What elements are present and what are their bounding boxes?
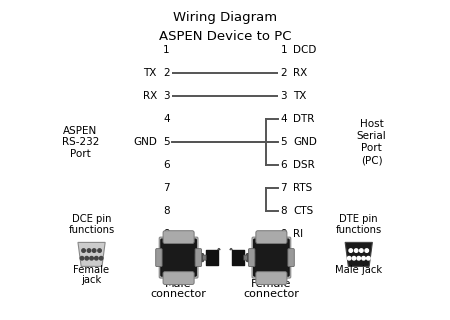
Text: functions: functions <box>336 225 382 235</box>
FancyBboxPatch shape <box>254 239 289 276</box>
Text: Female: Female <box>251 279 292 289</box>
Text: RX: RX <box>293 68 307 78</box>
FancyBboxPatch shape <box>256 231 287 244</box>
Text: 9: 9 <box>280 229 287 239</box>
Text: DCE pin: DCE pin <box>72 214 111 224</box>
Polygon shape <box>345 243 372 266</box>
Circle shape <box>82 249 86 252</box>
Circle shape <box>99 257 103 260</box>
Circle shape <box>349 249 352 252</box>
Circle shape <box>87 249 91 252</box>
Circle shape <box>85 257 89 260</box>
Text: 4: 4 <box>163 114 170 124</box>
Text: 6: 6 <box>163 160 170 170</box>
Text: 1: 1 <box>163 44 170 55</box>
Text: Wiring Diagram: Wiring Diagram <box>173 11 277 24</box>
Text: Port: Port <box>361 143 382 153</box>
FancyBboxPatch shape <box>195 249 202 267</box>
Text: Male: Male <box>165 279 192 289</box>
Text: 3: 3 <box>163 91 170 101</box>
Text: jack: jack <box>81 275 102 285</box>
Circle shape <box>357 257 360 260</box>
FancyBboxPatch shape <box>252 237 291 278</box>
Text: GND: GND <box>133 137 157 147</box>
FancyBboxPatch shape <box>288 249 294 267</box>
Text: 8: 8 <box>163 206 170 216</box>
Text: DSR: DSR <box>293 160 315 170</box>
Text: functions: functions <box>68 225 115 235</box>
Text: RTS: RTS <box>293 183 312 193</box>
Text: 2: 2 <box>280 68 287 78</box>
FancyBboxPatch shape <box>195 253 203 262</box>
Text: 4: 4 <box>280 114 287 124</box>
Text: 9: 9 <box>163 229 170 239</box>
FancyBboxPatch shape <box>161 239 196 276</box>
Circle shape <box>94 257 98 260</box>
Text: 3: 3 <box>280 91 287 101</box>
FancyBboxPatch shape <box>247 253 255 262</box>
Text: Serial: Serial <box>357 131 387 141</box>
Text: RX: RX <box>143 91 157 101</box>
FancyBboxPatch shape <box>163 272 194 284</box>
Polygon shape <box>78 243 105 266</box>
FancyBboxPatch shape <box>256 272 287 284</box>
Circle shape <box>365 249 369 252</box>
Text: Male jack: Male jack <box>335 265 382 275</box>
Text: 6: 6 <box>280 160 287 170</box>
Text: connector: connector <box>151 289 207 299</box>
Circle shape <box>347 257 351 260</box>
FancyBboxPatch shape <box>248 249 255 267</box>
Circle shape <box>90 257 93 260</box>
FancyBboxPatch shape <box>202 255 206 260</box>
Text: DTE pin: DTE pin <box>339 214 378 224</box>
Text: TX: TX <box>144 68 157 78</box>
FancyBboxPatch shape <box>163 231 194 244</box>
Text: RS-232: RS-232 <box>62 137 99 147</box>
Text: Port: Port <box>70 149 91 159</box>
Text: GND: GND <box>293 137 317 147</box>
Text: 8: 8 <box>280 206 287 216</box>
Circle shape <box>355 249 358 252</box>
Circle shape <box>360 249 363 252</box>
Text: RI: RI <box>293 229 303 239</box>
Circle shape <box>352 257 356 260</box>
Text: DTR: DTR <box>293 114 315 124</box>
FancyBboxPatch shape <box>244 255 248 260</box>
Text: Female: Female <box>73 265 110 275</box>
Text: Host: Host <box>360 119 383 129</box>
Text: 5: 5 <box>163 137 170 147</box>
Text: 5: 5 <box>280 137 287 147</box>
Circle shape <box>362 257 365 260</box>
Text: 2: 2 <box>163 68 170 78</box>
Circle shape <box>92 249 96 252</box>
Text: ASPEN: ASPEN <box>63 125 98 136</box>
Text: 7: 7 <box>280 183 287 193</box>
Text: connector: connector <box>243 289 299 299</box>
Text: ASPEN Device to PC: ASPEN Device to PC <box>159 30 291 44</box>
Circle shape <box>367 257 370 260</box>
Text: CTS: CTS <box>293 206 313 216</box>
Text: 7: 7 <box>163 183 170 193</box>
Text: 1: 1 <box>280 44 287 55</box>
FancyBboxPatch shape <box>159 237 198 278</box>
Circle shape <box>80 257 84 260</box>
FancyBboxPatch shape <box>156 249 162 267</box>
Text: DCD: DCD <box>293 44 316 55</box>
Circle shape <box>98 249 101 252</box>
Text: (PC): (PC) <box>361 155 382 165</box>
Text: TX: TX <box>293 91 306 101</box>
